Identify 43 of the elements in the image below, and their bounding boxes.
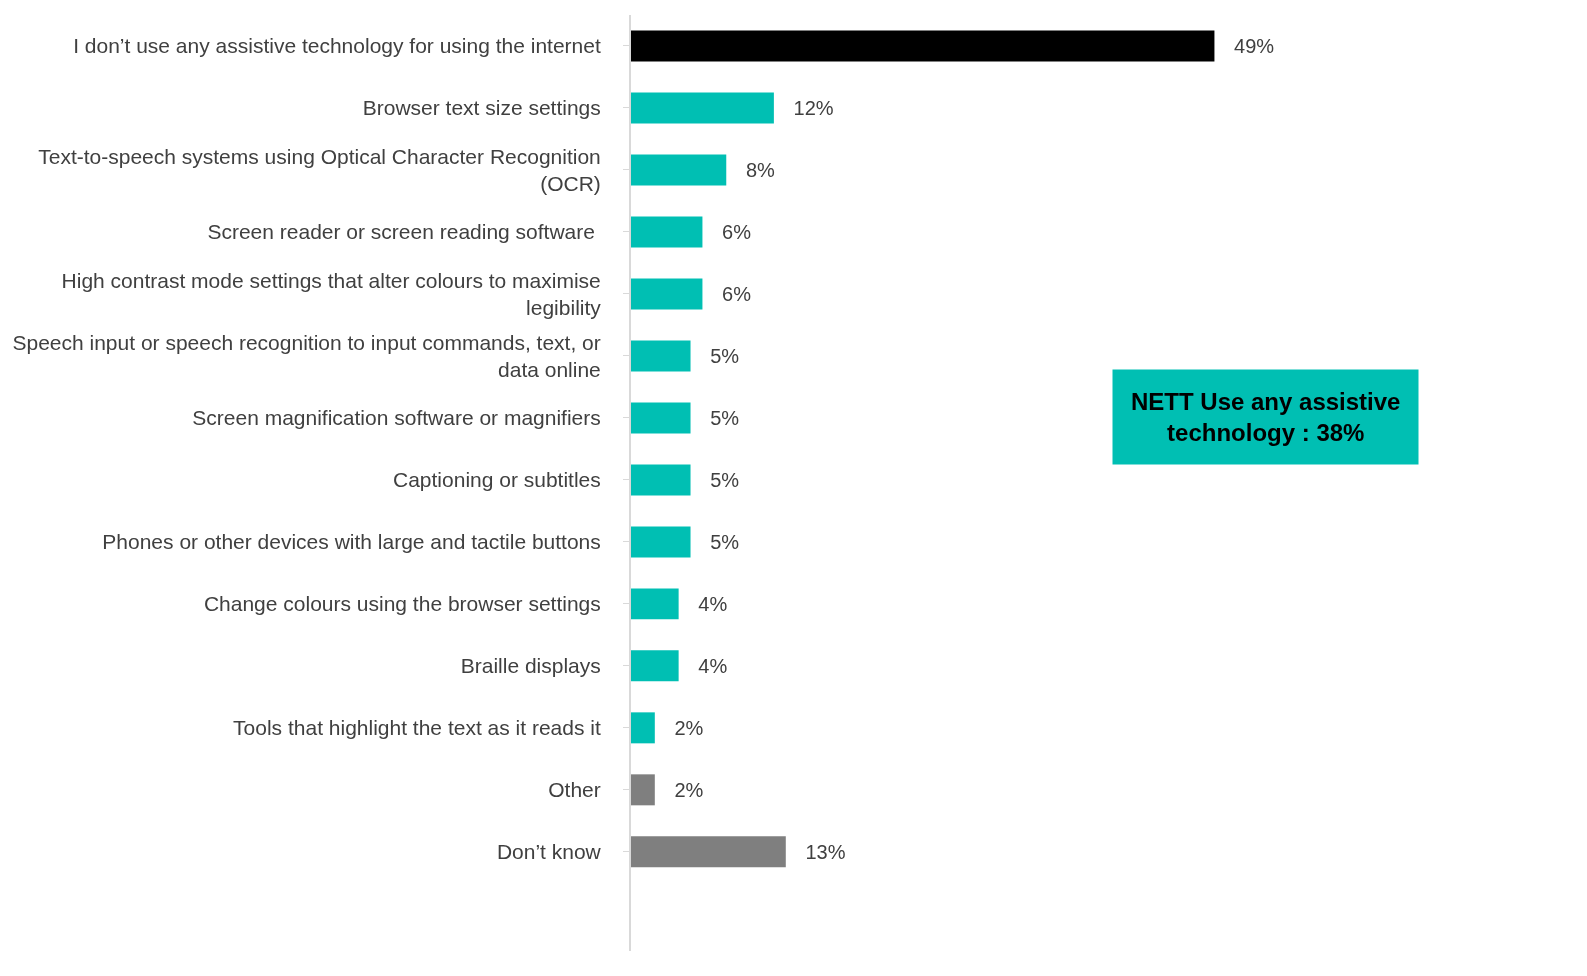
bar [631,464,691,496]
y-tick-label: I don’t use any assistive technology for using the internet [73,34,601,58]
y-tick-label: Text-to-speech systems using Optical Character Recognition (OCR) [38,144,601,195]
data-label: 4% [681,654,728,677]
data-label: 4% [681,592,728,615]
y-tick-label: Captioning or subtitles [393,468,601,492]
y-tick-label: Braille displays [460,654,601,678]
annotation: NETT Use any assistive technology : 38% [1131,388,1401,447]
bar [631,154,727,186]
bar [631,278,703,310]
y-tick-label: Screen reader or screen reading software [207,220,601,244]
data-label: 6% [705,220,752,243]
bar [631,588,679,620]
data-label: 5% [693,468,740,491]
y-tick-label: Speech input or speech recognition to input commands, text, or data online [12,330,601,381]
bar [631,92,774,124]
y-tick-label: Other [548,778,601,802]
data-label: 12% [776,96,834,119]
bar [631,340,691,372]
y-tick-label: Browser text size settings [362,96,601,120]
y-tick-label: Screen magnification software or magnifiers [192,406,601,430]
bar [631,526,691,558]
data-label: 5% [693,530,740,553]
bar [631,402,691,434]
bar [631,836,786,868]
data-label: 2% [657,716,704,739]
data-label: 49% [1217,34,1275,57]
bar [631,712,655,744]
y-tick-label: Tools that highlight the text as it reads it [233,716,601,740]
data-label: 5% [693,344,740,367]
y-tick-label: Phones or other devices with large and tactile buttons [102,530,601,554]
data-label: 5% [693,406,740,429]
bar [631,30,1215,62]
bar [631,650,679,682]
data-label: 2% [657,778,704,801]
bar [631,774,655,806]
data-label: 13% [788,840,846,863]
bar [631,216,703,248]
y-tick-label: Change colours using the browser settings [203,592,601,616]
data-label: 8% [729,158,776,181]
y-tick-label: Don’t know [496,840,602,864]
y-tick-label: High contrast mode settings that alter colours to maximise legibility [61,268,602,319]
data-label: 6% [705,282,752,305]
